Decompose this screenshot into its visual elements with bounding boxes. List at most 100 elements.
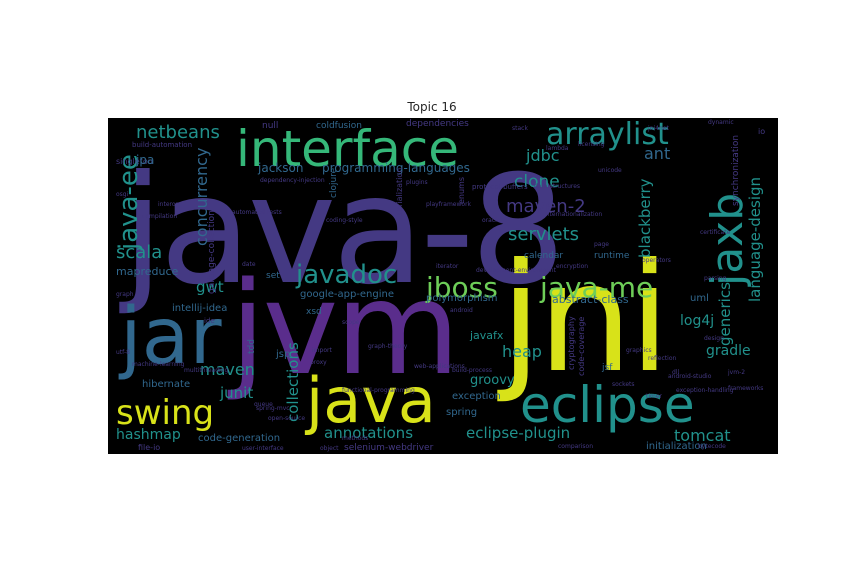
word-interface: interface xyxy=(236,120,459,178)
word-graph-theory: graph-theory xyxy=(368,343,408,350)
word-exception: exception xyxy=(452,391,501,402)
word-android-studio: android-studio xyxy=(668,373,712,380)
word-dependency-injection: dependency-injection xyxy=(260,177,325,184)
word-design: design xyxy=(704,335,724,342)
word-gwt: gwt xyxy=(196,278,224,296)
word-enums: enums xyxy=(457,176,466,204)
word-javafx: javafx xyxy=(470,329,504,342)
word-licensing: licensing xyxy=(578,141,605,148)
word-jboss: jboss xyxy=(426,271,498,304)
word-garbage-collection: garbage-collection xyxy=(207,210,217,294)
word-playframework: playframework xyxy=(426,201,472,208)
word-unicode: unicode xyxy=(598,167,622,174)
word-netbeans: netbeans xyxy=(136,122,220,143)
word-functional-programming: functional-programming xyxy=(342,387,415,394)
word-servlets: servlets xyxy=(508,224,580,245)
word-language-design: language-design xyxy=(746,176,764,302)
word-graph: graph xyxy=(116,291,134,298)
word-junit: junit xyxy=(220,384,254,402)
word-osgi: osgi xyxy=(116,191,129,198)
word-sockets: sockets xyxy=(612,381,635,388)
word-web-applications: web-applications xyxy=(414,363,465,370)
word-heap: heap xyxy=(502,342,542,361)
word-initialization: initialization xyxy=(646,441,707,452)
word-dll: dll xyxy=(672,369,680,376)
word-queue: queue xyxy=(254,401,273,408)
word-synchronization: synchronization xyxy=(731,134,741,206)
word-open-source: open-source xyxy=(268,415,306,422)
word-dependencies: dependencies xyxy=(406,119,469,129)
word-proxy: proxy xyxy=(310,359,327,366)
word-import: import xyxy=(312,347,332,354)
word-frameworks: frameworks xyxy=(728,385,764,392)
word-tdd: tdd xyxy=(247,339,257,354)
word-gradle: gradle xyxy=(706,343,751,359)
word-ant: ant xyxy=(644,144,671,163)
word-log4j: log4j xyxy=(680,313,715,329)
word-mapreduce: mapreduce xyxy=(116,265,179,278)
word-jaxb: jaxb xyxy=(702,192,753,286)
word-automated-tests: automated-tests xyxy=(232,209,282,216)
word-swing: swing xyxy=(116,393,215,433)
word-dynamic: dynamic xyxy=(708,119,734,126)
word-jni4net: jni4net xyxy=(648,125,669,132)
word-blackberry: blackberry xyxy=(636,178,654,258)
word-plugins: plugins xyxy=(406,179,428,186)
word-clojure: clojure xyxy=(329,167,339,198)
word-maven: maven xyxy=(200,360,255,379)
word-jvm-2: jvm-2 xyxy=(728,369,746,376)
word-eclipse-plugin: eclipse-plugin xyxy=(466,424,571,442)
word-singleton: singleton xyxy=(116,157,153,166)
word-intellij-idea: intellij-idea xyxy=(172,303,228,314)
word-build-process: build-process xyxy=(452,367,492,374)
word-jsf: jsf xyxy=(602,363,613,373)
word-file-io: file-io xyxy=(138,443,161,452)
word-page: page xyxy=(594,241,609,248)
word-coldfusion: coldfusion xyxy=(316,121,362,131)
word-tomcat: tomcat xyxy=(674,426,731,445)
word-cryptography: cryptography xyxy=(567,316,576,370)
word-oracle: oracle xyxy=(482,217,501,224)
word-runtime: runtime xyxy=(594,251,630,261)
word-google-app-engine: google-app-engine xyxy=(300,289,395,300)
word-maven-2: maven-2 xyxy=(506,196,586,217)
word-interop: interop xyxy=(158,201,180,208)
word-scala: scala xyxy=(116,242,163,263)
word-code-generation: code-generation xyxy=(198,433,281,444)
word-java: java xyxy=(306,364,436,437)
word-polymorphism: polymorphism xyxy=(426,293,498,304)
word-javadoc: javadoc xyxy=(296,260,398,290)
word-uml: uml xyxy=(690,293,709,304)
word-null: null xyxy=(262,121,279,131)
word-arraylist: arraylist xyxy=(546,118,669,152)
word-groovy: groovy xyxy=(470,373,515,388)
word-iterator: iterator xyxy=(436,263,459,270)
word-eclipse: eclipse xyxy=(520,376,695,434)
word-selenium-webdriver: selenium-webdriver xyxy=(344,443,434,453)
word-methods: methods xyxy=(342,435,369,442)
word-protocol-buffers: protocol-buffers xyxy=(472,183,528,191)
word-timer: timer xyxy=(646,393,663,400)
word-programming-languages: programming-languages xyxy=(322,161,470,175)
word-code-coverage: code-coverage xyxy=(577,316,586,376)
word-coding-style: coding-style xyxy=(326,217,363,224)
word-scope: scope xyxy=(342,319,360,326)
word-reflection: reflection xyxy=(648,355,677,362)
word-java-ee: java-ee xyxy=(114,154,144,250)
word-serialization: serialization xyxy=(395,167,404,216)
word-lambda: lambda xyxy=(546,145,569,152)
word-set: set xyxy=(266,271,280,281)
word-jackson: jackson xyxy=(258,161,304,175)
word-hibernate: hibernate xyxy=(142,379,191,390)
word-java-me: java-me xyxy=(540,271,654,304)
word-jvm: jvm xyxy=(230,255,460,404)
word-spring: spring xyxy=(446,407,478,418)
word-io: io xyxy=(758,127,766,136)
word-operators: operators xyxy=(642,257,671,264)
word-encryption: encryption xyxy=(556,263,589,270)
word-multithreading: multithreading xyxy=(184,367,229,374)
word-jar: jar xyxy=(120,292,222,382)
word-development-environment: development-environment xyxy=(476,267,556,274)
word-java-8: java-8 xyxy=(122,144,566,318)
word-build-automation: build-automation xyxy=(132,141,193,149)
